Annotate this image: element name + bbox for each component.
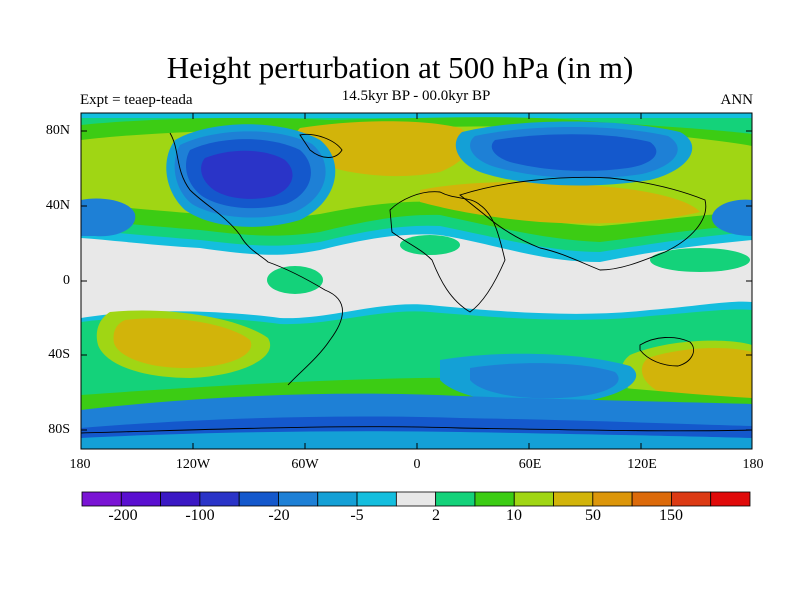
colorbar-label: -5 [350,507,364,524]
contour-region [491,134,657,171]
axis-ticks [81,113,752,449]
lat-label-80s: 80S [48,422,70,437]
colorbar-label: 2 [432,507,440,524]
colorbar-label: -200 [108,507,138,524]
time-range-label: 14.5kyr BP - 00.0kyr BP [341,88,491,104]
colorbar-label: -100 [185,507,215,524]
lat-label-0: 0 [63,273,70,288]
colorbar-label: 50 [585,507,601,524]
lon-label-0: 0 [413,457,421,472]
contour-region [81,431,752,449]
contour-field [81,113,752,449]
contour-region [400,235,460,255]
lon-label-120w: 120W [175,457,211,472]
contour-region [201,150,293,199]
colorbar-swatch [120,491,161,507]
colorbar-swatch [592,491,633,507]
colorbar-label: -20 [268,507,290,524]
lon-label-180w: 180 [69,457,91,472]
colorbar-swatch [317,491,358,507]
contour-region [267,266,323,294]
lat-label-40s: 40S [48,347,70,362]
lon-label-60w: 60W [291,457,319,472]
colorbar-swatch [278,491,319,507]
experiment-label: Expt = teaep-teada [80,92,193,108]
plot-title: Height perturbation at 500 hPa (in m) [166,50,634,85]
colorbar-swatch [199,491,240,507]
contour-region [295,121,471,177]
colorbar-swatch [710,491,751,507]
lat-label-80n: 80N [45,123,70,138]
colorbar-swatch [395,491,437,507]
colorbar-swatch [81,491,122,507]
colorbar-label: 150 [659,507,683,524]
lat-label-40n: 40N [45,198,70,213]
contour-region [711,199,752,236]
lon-label-60e: 60E [518,457,542,472]
colorbar-swatch [671,491,712,507]
colorbar-swatch [238,491,279,507]
contour-region [470,363,619,399]
contour-region [641,348,752,402]
colorbar-label: 10 [506,507,522,524]
contour-region [420,181,700,224]
colorbar-swatch [513,491,554,507]
colorbar-swatch [435,491,476,507]
colorbar-swatch [631,491,672,507]
contour-region [113,318,252,368]
colorbar-swatch [160,491,201,507]
contour-region [650,248,750,272]
colorbar-swatch [356,491,397,507]
coastlines [81,132,752,434]
lon-label-120e: 120E [627,457,657,472]
colorbar-swatch [553,491,594,507]
colorbar-swatch [474,491,515,507]
contour-region [81,198,136,237]
lon-label-180e: 180 [742,457,764,472]
colorbar [81,491,751,507]
season-label: ANN [720,92,754,108]
